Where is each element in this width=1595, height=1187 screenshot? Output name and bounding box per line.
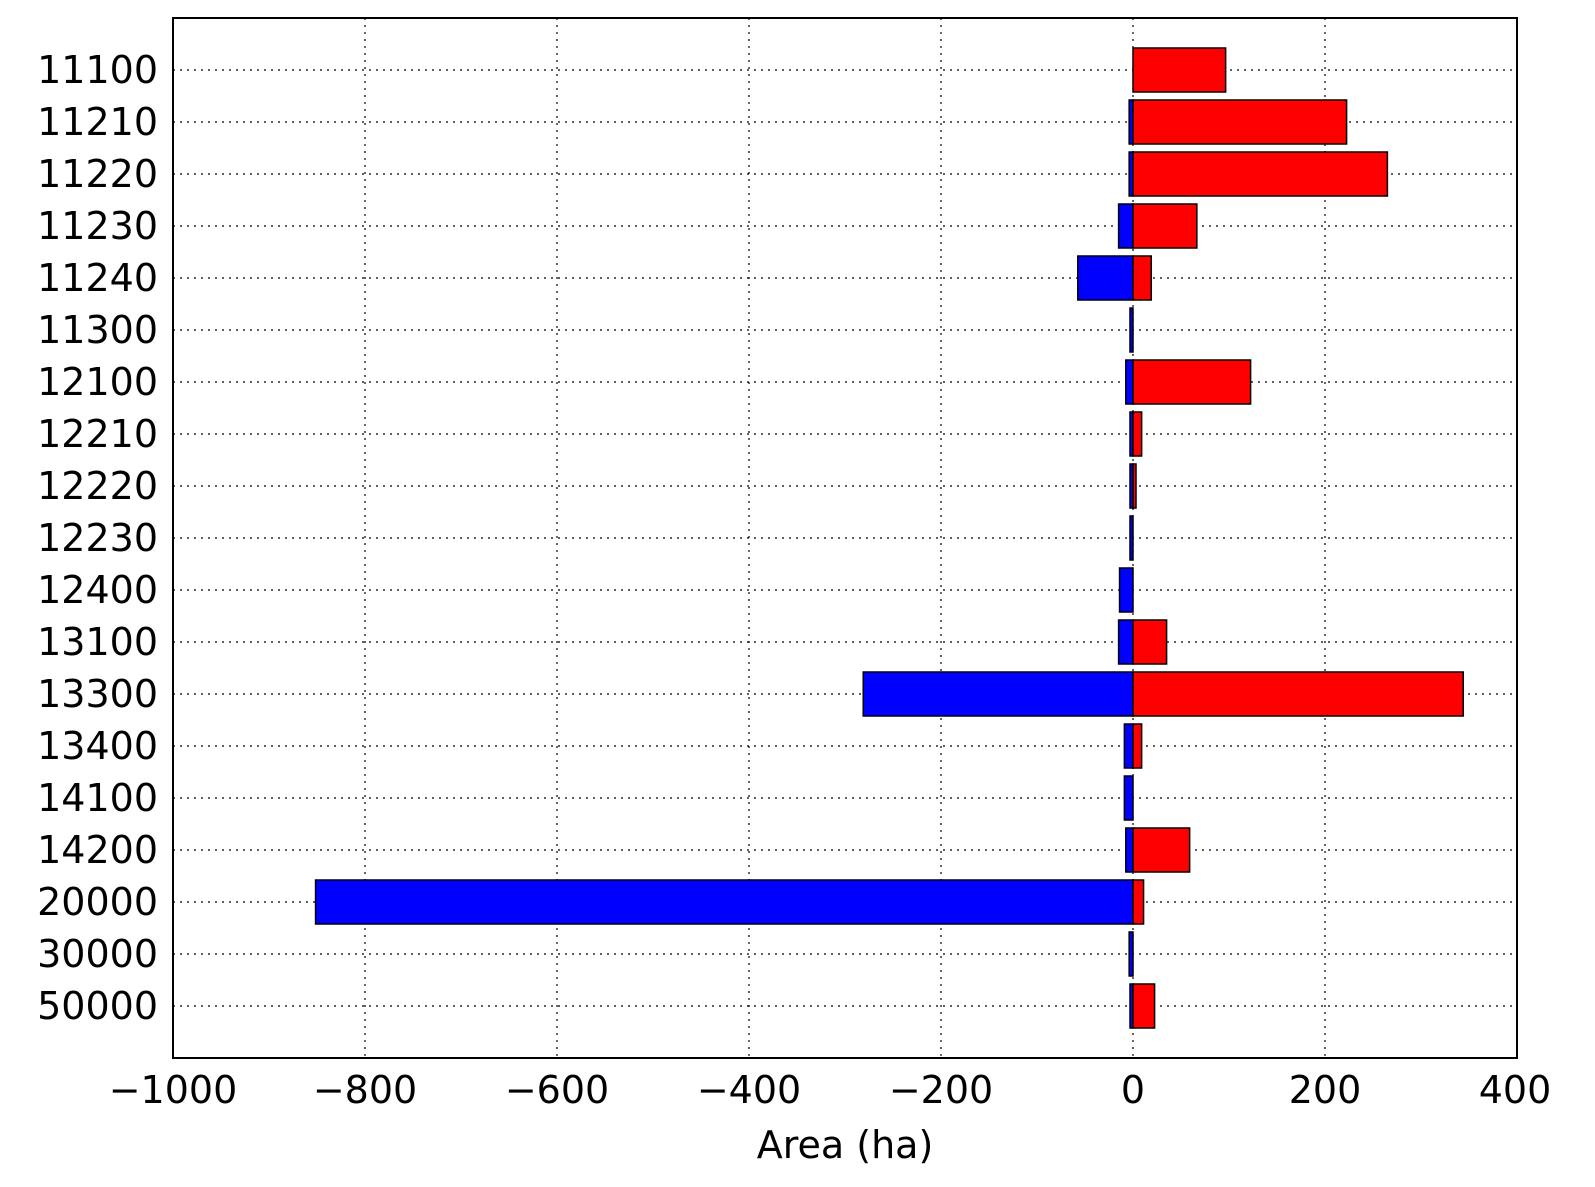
y-tick-label: 12100 — [37, 360, 158, 404]
y-tick-label: 14200 — [37, 828, 158, 872]
y-tick-label: 13400 — [37, 724, 158, 768]
y-tick-labels: 11100 11210 11220 11230 11240 11300 12100 12210… — [37, 48, 158, 1028]
x-axis-label: Area (ha) — [757, 1123, 934, 1167]
bar-red-13100 — [1132, 619, 1168, 665]
bar-blue-12230 — [1129, 515, 1134, 561]
bar-blue-14200 — [1125, 827, 1134, 873]
bar-blue-13100 — [1117, 619, 1134, 665]
y-tick-label: 11300 — [37, 308, 158, 352]
y-tick-label: 20000 — [37, 880, 158, 924]
bar-blue-11240 — [1077, 255, 1134, 301]
x-tick-label: 0 — [1121, 1068, 1145, 1112]
bar-blue-14100 — [1123, 775, 1134, 821]
bar-red-14200 — [1132, 827, 1191, 873]
y-tick-label: 14100 — [37, 776, 158, 820]
x-tick-label: −800 — [313, 1068, 417, 1112]
bar-red-12210 — [1132, 411, 1143, 457]
y-tick-label: 11230 — [37, 204, 158, 248]
x-tick-label: −1000 — [109, 1068, 238, 1112]
bar-red-11240 — [1132, 255, 1152, 301]
y-tick-label: 50000 — [37, 984, 158, 1028]
x-tick-labels: −1000 −800 −600 −400 −200 0 200 400 — [109, 1068, 1552, 1112]
y-tick-label: 11220 — [37, 152, 158, 196]
y-tick-label: 11210 — [37, 100, 158, 144]
bar-red-50000 — [1132, 983, 1156, 1029]
bar-red-11210 — [1132, 99, 1348, 145]
bars — [314, 47, 1464, 1029]
y-tick-label: 30000 — [37, 932, 158, 976]
bar-red-11220 — [1132, 151, 1389, 197]
y-tick-label: 11100 — [37, 48, 158, 92]
x-tick-label: 400 — [1479, 1068, 1552, 1112]
x-tick-label: −600 — [505, 1068, 609, 1112]
bar-blue-12400 — [1118, 567, 1134, 613]
x-tick-label: 200 — [1289, 1068, 1362, 1112]
bar-red-12100 — [1132, 359, 1252, 405]
x-tick-label: −200 — [889, 1068, 993, 1112]
y-tick-label: 12210 — [37, 412, 158, 456]
bar-blue-11230 — [1117, 203, 1134, 249]
bar-blue-20000 — [314, 879, 1134, 925]
y-tick-label: 12400 — [37, 568, 158, 612]
bar-red-12220 — [1132, 463, 1137, 509]
y-tick-label: 12230 — [37, 516, 158, 560]
grid-lines — [172, 18, 1518, 1058]
bar-blue-12100 — [1125, 359, 1134, 405]
bar-red-20000 — [1132, 879, 1145, 925]
bar-blue-11300 — [1129, 307, 1134, 353]
x-tick-label: −400 — [697, 1068, 801, 1112]
bar-red-11100 — [1132, 47, 1227, 93]
bar-blue-13300 — [862, 671, 1134, 717]
y-tick-label: 13300 — [37, 672, 158, 716]
bar-red-13400 — [1132, 723, 1143, 769]
bar-red-11230 — [1132, 203, 1198, 249]
y-tick-label: 11240 — [37, 256, 158, 300]
plot-frame — [172, 17, 1518, 1059]
bar-blue-30000 — [1128, 931, 1134, 977]
bar-blue-13400 — [1123, 723, 1134, 769]
bar-red-13300 — [1132, 671, 1464, 717]
y-tick-label: 13100 — [37, 620, 158, 664]
y-tick-label: 12220 — [37, 464, 158, 508]
